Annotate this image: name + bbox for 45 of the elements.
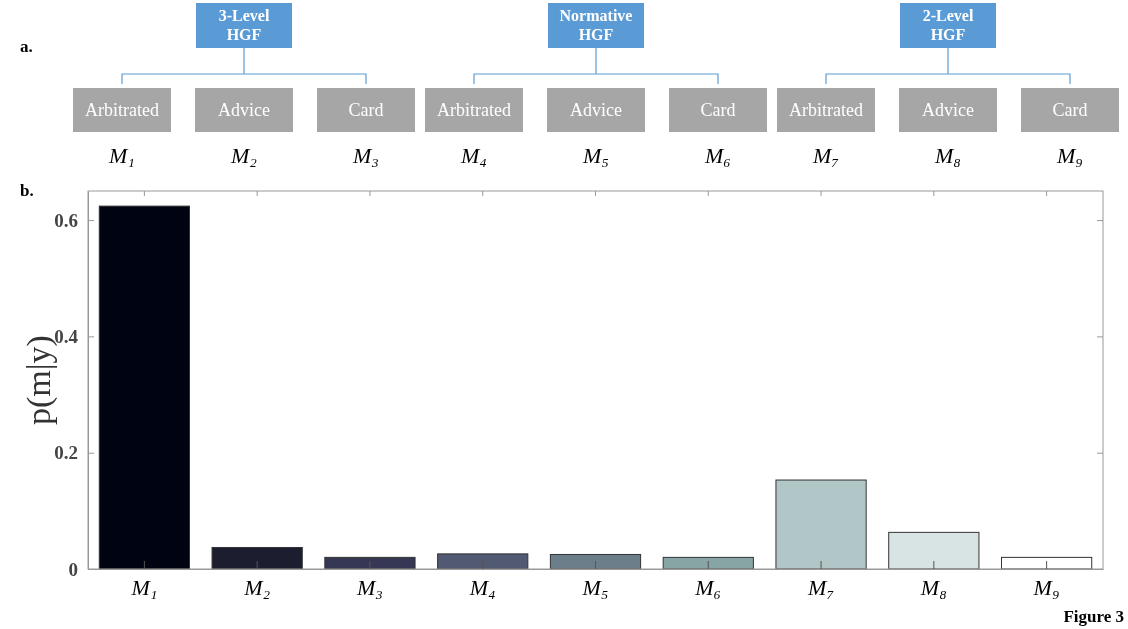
- y-tick-label: 0.2: [54, 442, 78, 464]
- x-tick-label: M₄: [468, 575, 496, 600]
- text: 2-Level HGF: [922, 7, 974, 43]
- text: a.: [20, 37, 33, 56]
- x-tick-label: M₈: [919, 575, 947, 600]
- x-tick-label: M₅: [581, 575, 609, 600]
- category-label: Advice: [218, 100, 270, 120]
- x-tick-label: M₇: [807, 575, 835, 600]
- bar: [775, 479, 867, 570]
- category-label: Card: [1052, 100, 1088, 120]
- bar: [549, 553, 642, 570]
- bar: [437, 553, 529, 570]
- text: M₅: [582, 143, 609, 168]
- category-label: Advice: [570, 100, 622, 120]
- text: M₃: [352, 143, 379, 168]
- category-label: Advice: [922, 100, 974, 120]
- bar: [662, 556, 754, 570]
- text: M₇: [812, 143, 839, 168]
- bar: [888, 531, 980, 570]
- category-label: Card: [700, 100, 736, 120]
- text: M₉: [1056, 143, 1083, 168]
- text: M₄: [460, 143, 487, 168]
- x-tick-label: M₃: [355, 575, 383, 600]
- text: Normative HGF: [559, 7, 633, 43]
- bar: [324, 556, 416, 570]
- bar: [1001, 556, 1093, 570]
- bar: [98, 205, 190, 570]
- y-tick-label: 0: [68, 558, 78, 580]
- x-tick-label: M₉: [1032, 575, 1060, 600]
- chart-title: b.: [20, 181, 34, 200]
- y-tick-label: 0.6: [54, 209, 78, 231]
- caption: Figure 3: [1063, 607, 1124, 626]
- bar: [211, 546, 303, 570]
- text: M₆: [704, 143, 731, 168]
- text: M₈: [934, 143, 961, 168]
- category-label: Arbitrated: [437, 100, 511, 120]
- x-tick-label: M₂: [243, 575, 271, 600]
- text: M₂: [230, 143, 258, 168]
- category-label: Card: [348, 100, 384, 120]
- x-tick-label: M₆: [694, 575, 722, 600]
- text: M₁: [108, 143, 135, 168]
- category-label: Arbitrated: [85, 100, 159, 120]
- x-tick-label: M₁: [130, 575, 158, 600]
- category-label: Arbitrated: [789, 100, 863, 120]
- text: 3-Level HGF: [218, 7, 270, 43]
